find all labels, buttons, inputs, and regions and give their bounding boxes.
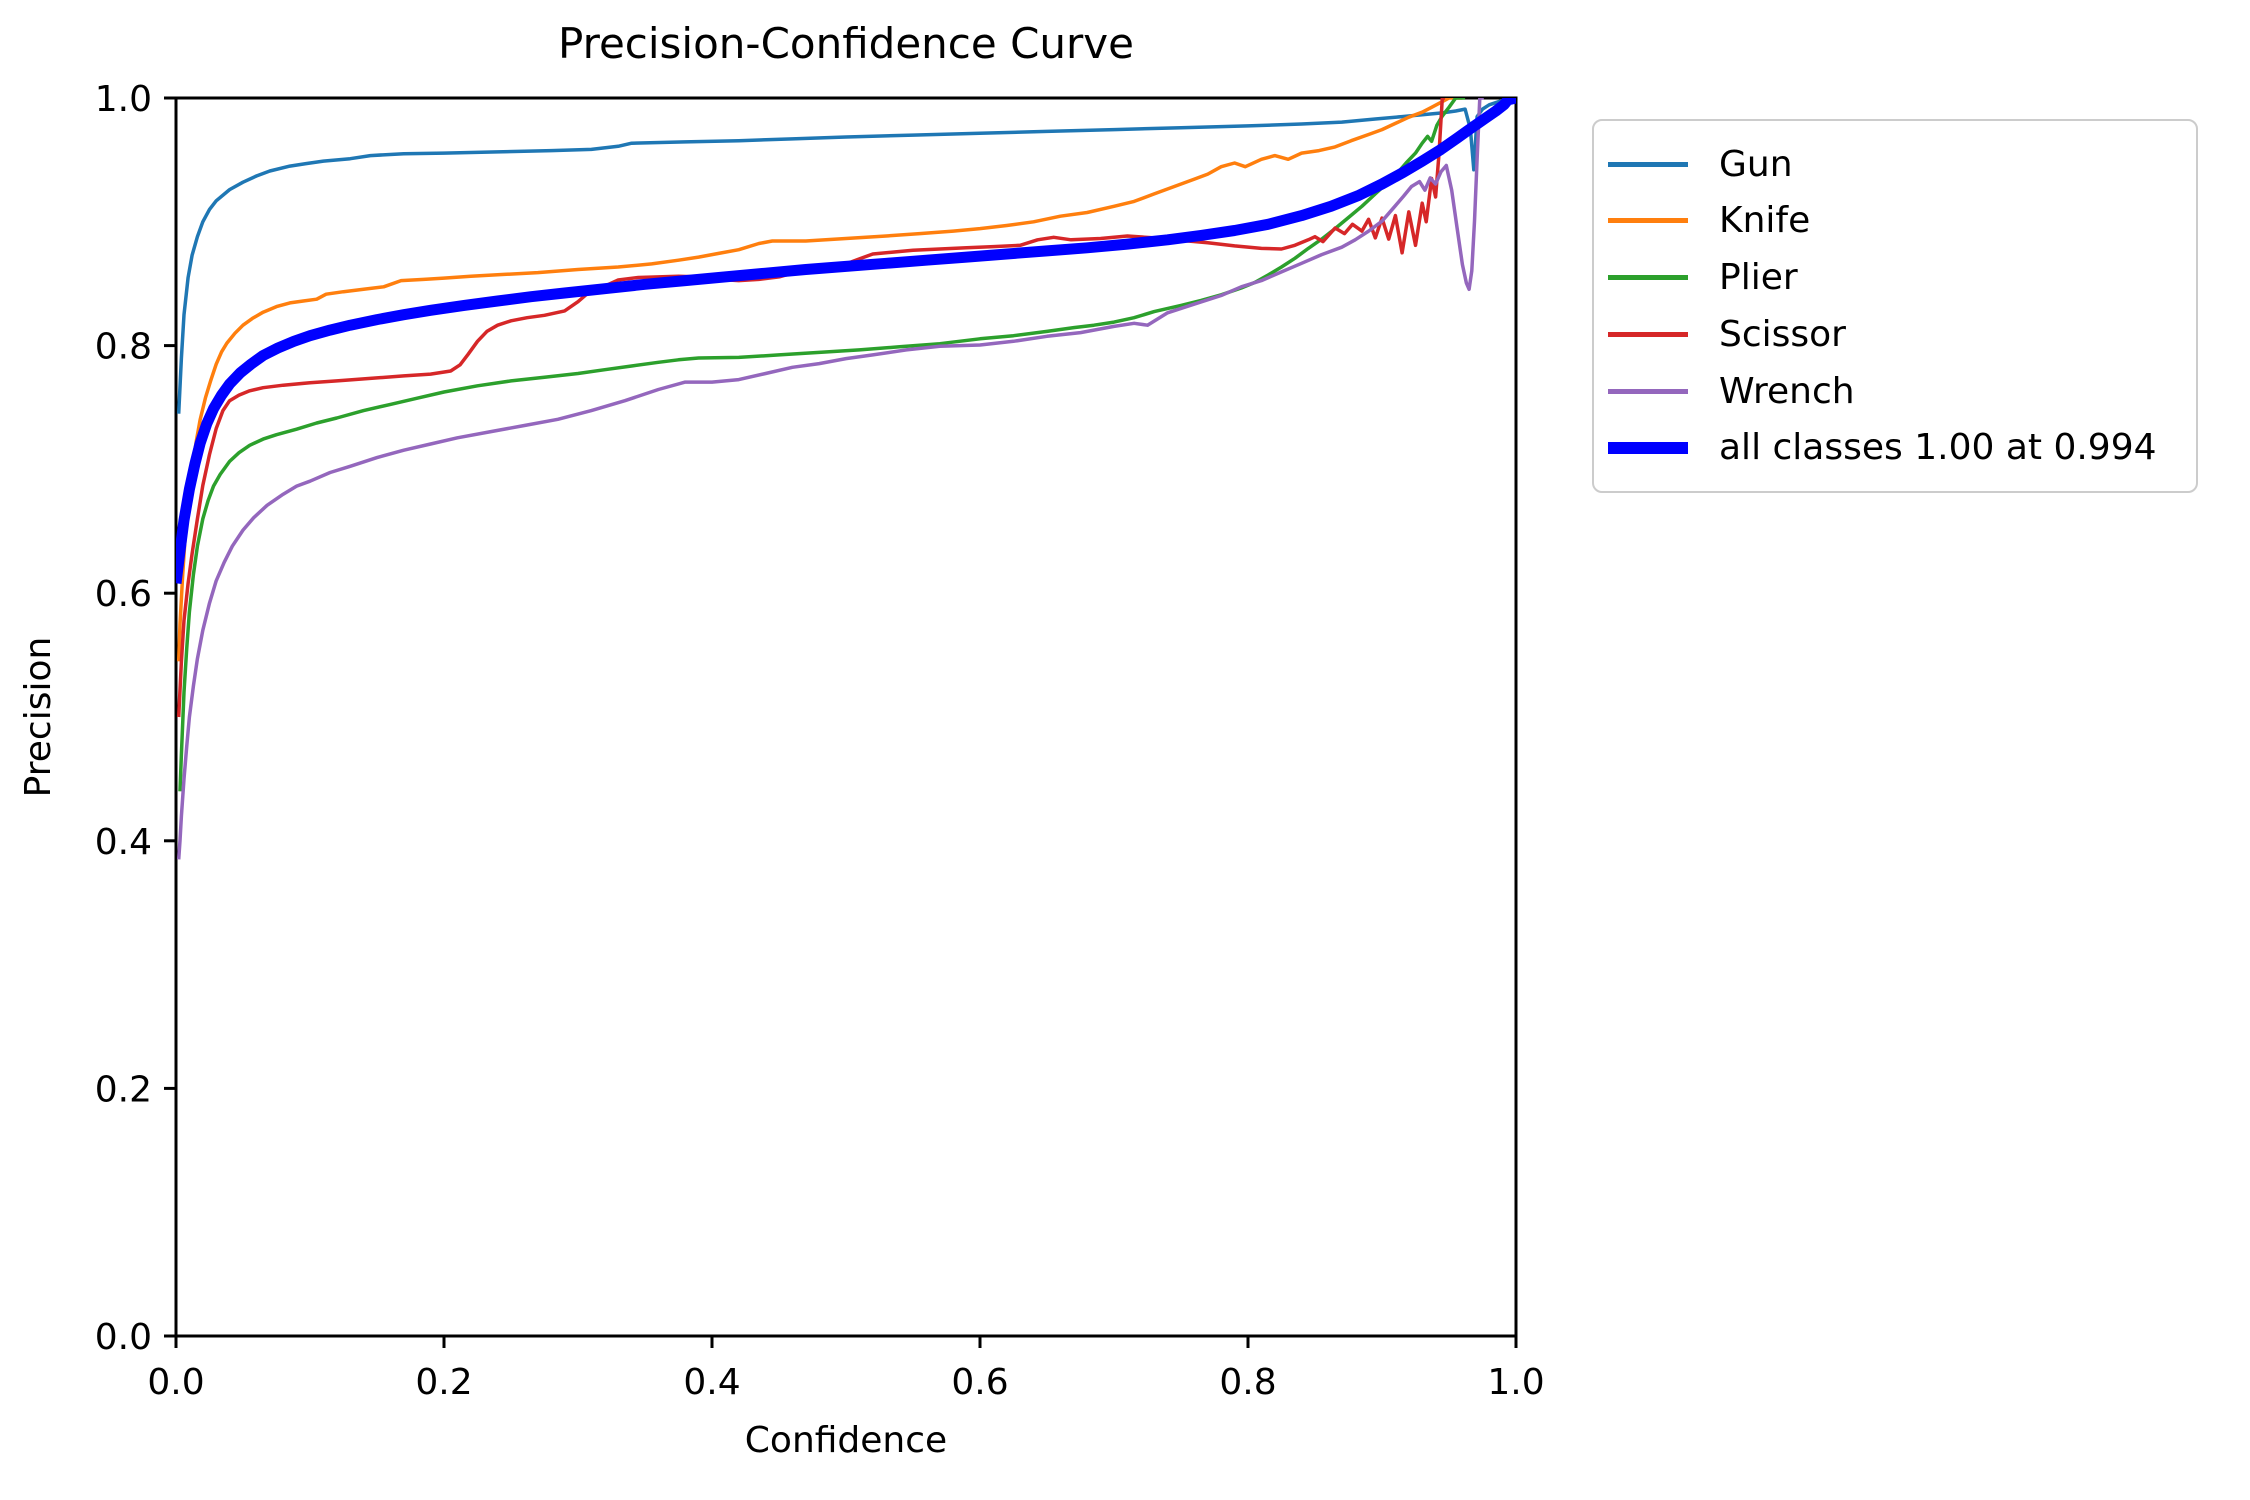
- legend-swatch-plier: [1608, 275, 1688, 281]
- legend-item-all-classes-1-00-at-0-994: all classes 1.00 at 0.994: [1594, 420, 2196, 476]
- x-axis-label: Confidence: [745, 1420, 947, 1461]
- y-tick-label: 0.2: [95, 1069, 152, 1110]
- legend-swatch-wrench: [1608, 388, 1688, 394]
- legend-item-gun: Gun: [1594, 136, 2196, 192]
- curve-knife: [176, 98, 1463, 662]
- y-tick-label: 0.0: [95, 1317, 152, 1358]
- legend-label-plier: Plier: [1719, 257, 1798, 299]
- legend-item-knife: Knife: [1594, 193, 2196, 249]
- curve-all-classes-1-00-at-0-994: [176, 98, 1516, 584]
- x-tick-label: 0.6: [951, 1362, 1008, 1403]
- legend-item-plier: Plier: [1594, 250, 2196, 306]
- x-tick-label: 0.4: [683, 1362, 740, 1403]
- legend-label-knife: Knife: [1719, 200, 1811, 242]
- curves: [176, 98, 1516, 860]
- x-tick-label: 0.8: [1219, 1362, 1276, 1403]
- legend-label-scissor: Scissor: [1719, 313, 1846, 355]
- curve-gun: [176, 98, 1516, 414]
- legend-swatch-scissor: [1608, 331, 1688, 337]
- legend-swatch-knife: [1608, 218, 1688, 224]
- legend-item-scissor: Scissor: [1594, 306, 2196, 362]
- legend: Gun Knife Plier Scissor Wrench all classes 1.…: [1592, 119, 2198, 493]
- legend-swatch-gun: [1608, 161, 1688, 167]
- legend-item-wrench: Wrench: [1594, 363, 2196, 419]
- chart-title: Precision-Confidence Curve: [558, 19, 1134, 68]
- legend-label-wrench: Wrench: [1719, 370, 1855, 412]
- y-axis-label: Precision: [18, 637, 59, 798]
- x-tick-label: 0.0: [147, 1362, 204, 1403]
- curve-wrench: [176, 98, 1484, 860]
- x-tick-label: 0.2: [415, 1362, 472, 1403]
- y-tick-label: 0.4: [95, 822, 152, 863]
- x-tick-label: 1.0: [1487, 1362, 1544, 1403]
- axes: 0.0 0.2 0.4 0.6 0.8 1.0 0.0 0.2 0.4 0.6 0.8 1.0: [95, 79, 1545, 1403]
- plot-border: [174, 96, 1518, 1338]
- curve-scissor: [176, 98, 1445, 718]
- curve-plier: [178, 98, 1466, 792]
- legend-swatch-all-classes-1-00-at-0-994: [1608, 441, 1688, 454]
- legend-label-all-classes-1-00-at-0-994: all classes 1.00 at 0.994: [1719, 427, 2157, 469]
- y-tick-label: 0.8: [95, 327, 152, 368]
- legend-label-gun: Gun: [1719, 143, 1793, 185]
- y-tick-label: 0.6: [95, 574, 152, 615]
- y-tick-label: 1.0: [95, 79, 152, 120]
